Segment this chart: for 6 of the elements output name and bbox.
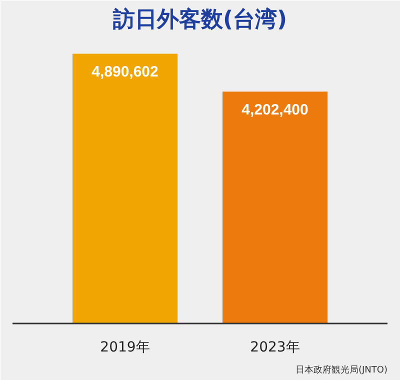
data-label: 4,890,602 xyxy=(92,64,158,81)
chart-title: 訪日外客数(台湾) xyxy=(112,6,288,32)
text: 日本政府観光局(JNTO) xyxy=(296,364,388,376)
x-tick-label: 2019年 xyxy=(100,340,150,356)
x-tick-label: 2023年 xyxy=(250,340,300,356)
data-label: 4,202,400 xyxy=(242,102,308,119)
